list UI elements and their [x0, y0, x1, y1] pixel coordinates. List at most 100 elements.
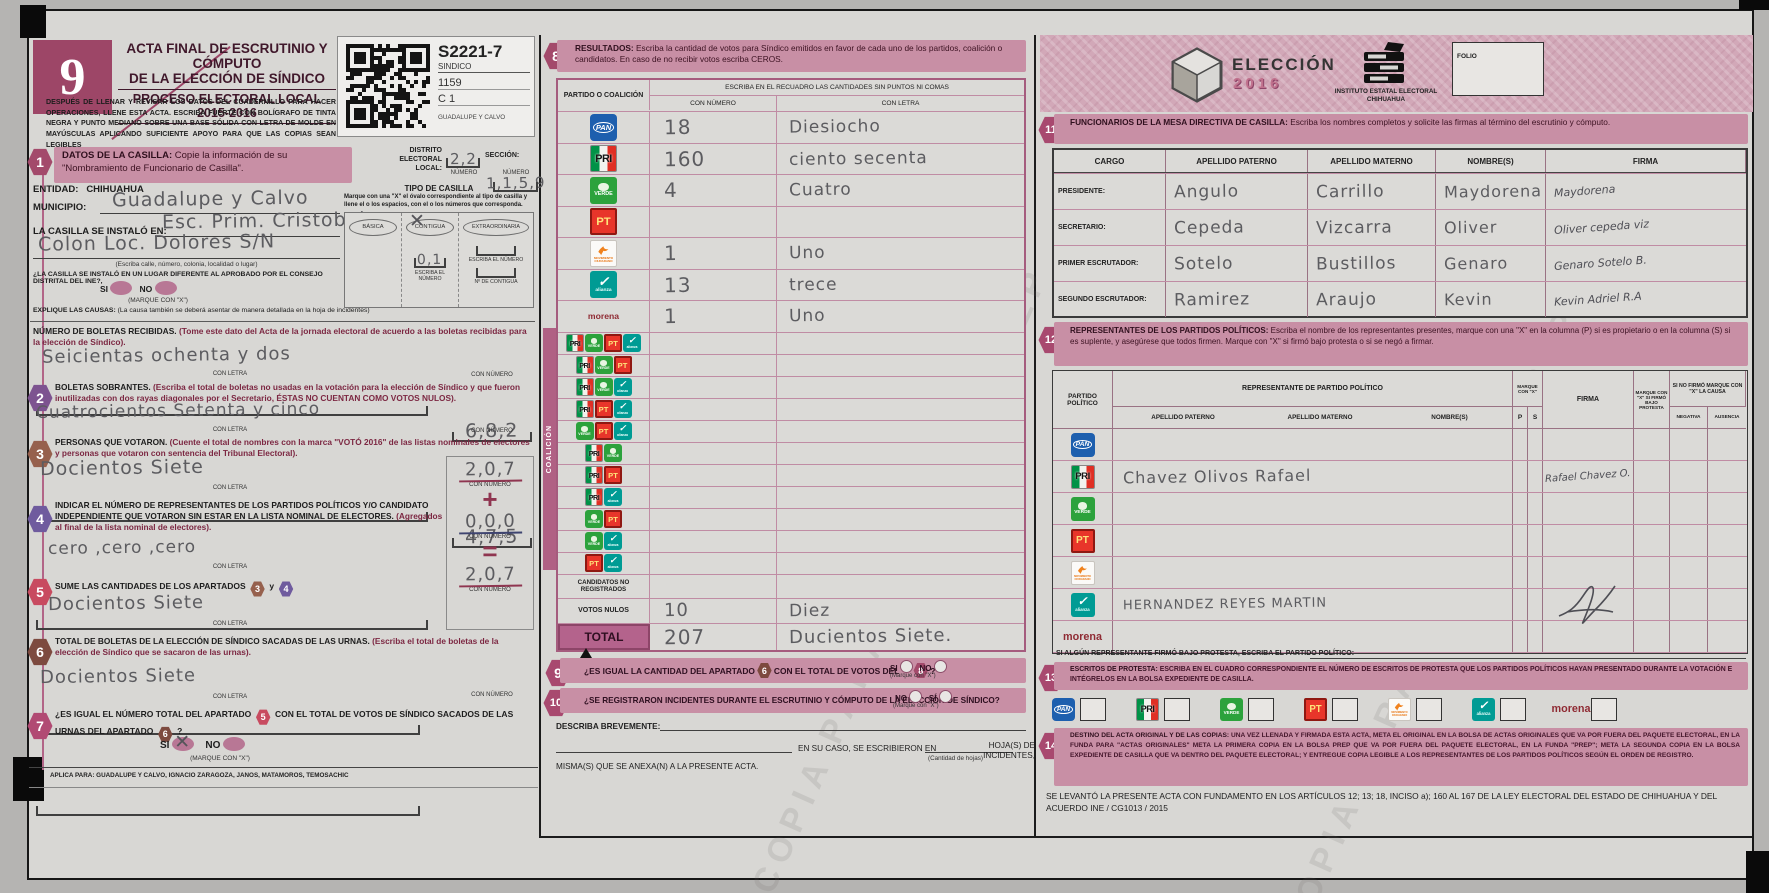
s1-si-no: SI NO — [100, 281, 177, 295]
pt-logo: PT — [594, 422, 613, 440]
func-handwriting: Sotelo — [1173, 253, 1234, 274]
iee-ballot-box-logo — [1364, 42, 1404, 83]
s9-no-label: NO — [919, 664, 932, 673]
s2-letra: Cuatrocientos Setenta y cinco — [35, 399, 321, 423]
s7-marque-caption: (MARQUE CON "X") — [190, 755, 250, 762]
column-divider-1 — [539, 35, 541, 836]
func-header-2: APELLIDO MATERNO — [1308, 150, 1436, 172]
pri-logo: PRI — [575, 356, 594, 374]
rep-row-mc: MOVIMIENTO CIUDADANO — [1053, 557, 1747, 589]
section-6-hint: (Escriba el total de boletas de la elecc… — [55, 636, 499, 657]
results-col-span: ESCRIBA EN EL RECUADRO LAS CANTIDADES SI… — [650, 80, 1024, 96]
protesta-count-box-pri — [1164, 697, 1190, 721]
rep-p-cell — [1513, 557, 1528, 588]
rep-negativa-cell — [1670, 621, 1708, 652]
rep-protesta-cell — [1634, 557, 1670, 588]
alianza-logo: ✓ alianza — [623, 334, 641, 352]
morena-logo-label: morena — [587, 311, 620, 322]
s7-t2: CON EL TOTAL DE VOTOS DE SÍNDICO SACADOS… — [55, 709, 514, 737]
vote-number: 4 — [663, 178, 678, 203]
section-divider — [30, 321, 535, 322]
pri-logo: PRI — [1070, 464, 1095, 489]
numero-cell — [650, 206, 777, 237]
iee-name-line1: INSTITUTO ESTATAL ELECTORAL — [1334, 88, 1438, 95]
numero-cell — [650, 442, 777, 464]
pt-logo: PT — [590, 208, 617, 236]
pri-logo-label: PRI — [569, 338, 581, 348]
results-row-alianza: ✓ alianza 13 trece — [558, 269, 1024, 301]
rep-firma-cell — [1543, 493, 1634, 524]
party-cell: ✓ alianza — [558, 269, 650, 300]
morena-logo: morena — [1552, 694, 1591, 724]
pt-logo: PT — [585, 554, 603, 572]
func-header-4: FIRMA — [1546, 150, 1746, 172]
pt-logo: PT — [1070, 528, 1095, 553]
boletas-recibidas-text: NÚMERO DE BOLETAS RECIBIDAS. (Tome este … — [33, 326, 535, 348]
boletas-con-numero: CON NÚMERO — [471, 372, 513, 378]
results-row-no-registrados: CANDIDATOS NO REGISTRADOS — [558, 574, 1024, 599]
rep-name-cell — [1113, 525, 1513, 556]
apartado-5-ref: 5 — [255, 709, 271, 725]
rep-negativa-cell — [1670, 557, 1708, 588]
numero-cell — [650, 464, 777, 486]
s2-numero-entry: 4,7,5 — [452, 522, 532, 548]
alianza-logo-label: ✓ — [609, 533, 617, 544]
entidad-row: ENTIDAD: CHIHUAHUA — [33, 184, 144, 195]
section-1-banner: DATOS DE LA CASILLA: Copie la informació… — [54, 147, 352, 183]
rep-name-cell: Chavez Olivos Rafael — [1113, 461, 1513, 492]
results-rows: PAN 18 Diesiocho PRI 160 ciento secenta VERDE 4… — [558, 112, 1024, 575]
vote-words: Uno — [788, 305, 826, 327]
boletas-numero-entry: 6,8,2 — [452, 416, 532, 442]
tipo-casilla-box: TIPO DE CASILLA Marque con una "X" el óv… — [344, 184, 534, 318]
party-cell: MOVIMIENTO CIUDADANO — [558, 238, 650, 269]
results-table: PARTIDO O COALICIÓN ESCRIBA EN EL RECUAD… — [556, 78, 1026, 652]
form-instructions: DESPUÉS DE LLENAR Y REVISAR LOS DATOS DE… — [46, 98, 336, 149]
protesta-count-box-pt — [1332, 697, 1358, 721]
vote-words: trece — [788, 274, 838, 296]
coalition-cell: VERDE PT ✓ alianza — [558, 420, 650, 442]
func-handwriting: Genaro — [1443, 253, 1509, 274]
pt-logo: PT — [604, 466, 622, 484]
no-registrados-label: CANDIDATOS NO REGISTRADOS — [558, 574, 650, 598]
verde-logo-label: VERDE — [587, 519, 601, 524]
casilla-line-1 — [155, 216, 340, 237]
results-row-coalition-pri-verde-pt-alianza: PRI VERDE PT ✓ alianza — [558, 332, 1024, 355]
rep-name-cell — [1113, 621, 1513, 652]
funcionarios-rows: PRESIDENTE: Angulo Carrillo Maydorena Maydor… — [1054, 173, 1746, 317]
letra-cell — [777, 509, 1024, 530]
func-header-0: CARGO — [1054, 150, 1166, 172]
mc-logo: MOVIMIENTO CIUDADANO — [590, 239, 617, 267]
rep-protesta-cell — [1634, 493, 1670, 524]
verde-logo: VERDE — [1220, 697, 1243, 721]
cargo-label: PRESIDENTE: — [1058, 188, 1106, 195]
pan-logo-label: PAN — [592, 121, 615, 133]
results-row-coalition-pri-pt: PRI PT — [558, 464, 1024, 487]
coalition-cell: VERDE PT — [558, 508, 650, 530]
s10-no-circle — [909, 690, 923, 703]
rep-name: Chavez Olivos Rafael — [1122, 465, 1312, 488]
rep-party-cell: MOVIMIENTO CIUDADANO — [1053, 557, 1113, 588]
form-title-block: ACTA FINAL DE ESCRUTINIO Y CÓMPUTO DE LA… — [118, 41, 336, 124]
scan-corner-mark-tr — [1739, 0, 1769, 10]
alianza-logo-label: alianza — [607, 542, 619, 547]
seccion-label: SECCIÓN: — [485, 152, 520, 159]
alianza-logo-label: ✓ — [1478, 699, 1489, 712]
eleccion-2016-hexagon-logo — [1171, 47, 1223, 103]
municipio-label: MUNICIPIO: — [33, 202, 87, 213]
page-number: 9 — [59, 48, 86, 106]
rep-protesta-cell — [1634, 461, 1670, 492]
coalition-cell: PRI VERDE ✓ alianza — [558, 376, 650, 398]
protesta-item-pt: PT — [1304, 697, 1358, 721]
pri-logo: PRI — [575, 378, 594, 396]
cargo-label: SECRETARIO: — [1058, 224, 1106, 231]
alianza-logo: ✓ alianza — [613, 378, 632, 396]
verde-logo: VERDE — [1070, 496, 1095, 521]
s9-si-circle — [899, 660, 913, 673]
folio-label: FOLIO — [1457, 53, 1477, 60]
s9-t1: ¿ES IGUAL LA CANTIDAD DEL APARTADO — [584, 665, 755, 676]
alianza-logo-label: alianza — [595, 287, 612, 293]
numero-cell: 160 — [650, 143, 777, 174]
numero-cell: 13 — [650, 269, 777, 300]
pri-logo-label: PRI — [1075, 471, 1090, 482]
rep-s-cell — [1528, 589, 1543, 620]
